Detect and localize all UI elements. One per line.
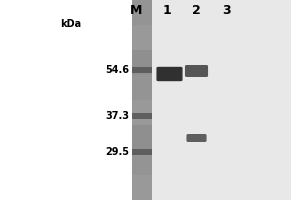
Bar <box>132 50 152 75</box>
Bar <box>132 150 152 175</box>
Bar <box>132 113 152 119</box>
Text: 1: 1 <box>162 3 171 17</box>
Bar <box>132 0 291 200</box>
Text: 29.5: 29.5 <box>105 147 129 157</box>
Text: 54.6: 54.6 <box>105 65 129 75</box>
FancyBboxPatch shape <box>185 65 208 77</box>
Bar <box>132 75 152 100</box>
FancyBboxPatch shape <box>187 134 207 142</box>
Bar <box>132 125 152 150</box>
Text: 37.3: 37.3 <box>105 111 129 121</box>
Text: 2: 2 <box>192 3 201 17</box>
Bar <box>132 0 152 200</box>
Bar <box>132 175 152 200</box>
Bar <box>132 100 152 125</box>
FancyBboxPatch shape <box>157 67 182 81</box>
Bar <box>132 67 152 73</box>
Text: 3: 3 <box>222 3 231 17</box>
Bar <box>132 149 152 155</box>
Text: kDa: kDa <box>60 19 81 29</box>
Bar <box>132 0 152 25</box>
Bar <box>132 25 152 50</box>
Text: M: M <box>130 3 143 17</box>
